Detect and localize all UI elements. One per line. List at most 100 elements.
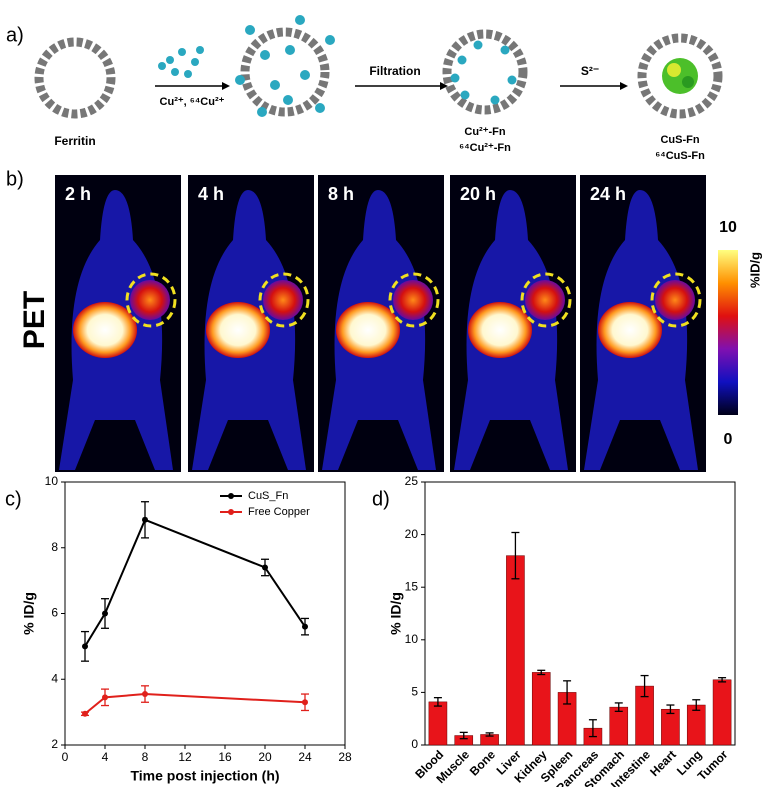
x-tick-label: Bone (467, 747, 498, 778)
arrow-head (440, 82, 448, 90)
tumor-signal (393, 280, 433, 320)
y-tick-label: 2 (51, 737, 58, 751)
y-tick-label: 10 (405, 632, 419, 646)
tumor-outline (125, 272, 177, 328)
point (82, 643, 88, 650)
caption: Cu²⁺, ⁶⁴Cu²⁺ (160, 96, 225, 108)
x-tick-label: 12 (178, 750, 192, 764)
tumor-outline (520, 272, 572, 328)
bar (661, 708, 680, 746)
bar (506, 555, 525, 746)
liver-signal (73, 302, 137, 358)
point (262, 564, 268, 571)
x-tick-label: 24 (298, 750, 312, 764)
colorbar-tick: 0 (724, 431, 733, 448)
x-tick-label: 20 (258, 750, 272, 764)
bar (686, 704, 706, 746)
panel-label: d) (372, 488, 390, 510)
arrow-head (620, 82, 628, 90)
x-tick-label: 28 (338, 750, 352, 764)
plot-frame (424, 481, 736, 746)
caption: ⁶⁴CuS-Fn (655, 150, 705, 162)
ferritin-loaded (235, 15, 335, 117)
point (142, 516, 148, 523)
tumor-outline (388, 272, 440, 328)
time-label: 20 h (460, 184, 496, 204)
tumor-outline (258, 272, 310, 328)
x-tick-label: 4 (102, 750, 109, 764)
x-tick-label: 0 (62, 750, 69, 764)
x-tick-label: Heart (647, 747, 679, 779)
colorbar-tick: 10 (719, 219, 737, 236)
point (102, 610, 108, 617)
x-axis-label: Time post injection (h) (130, 768, 279, 784)
panel-label: b) (6, 168, 24, 190)
time-label: 2 h (65, 184, 91, 204)
caption: S²⁻ (581, 64, 599, 78)
panel-label: c) (5, 488, 22, 510)
y-tick-label: 25 (405, 474, 419, 488)
legend-marker (228, 493, 234, 499)
bar (712, 679, 732, 746)
pet-image: 20 h (450, 175, 576, 472)
arrow-head (222, 82, 230, 90)
caption: Ferritin (54, 134, 95, 148)
point (142, 691, 148, 698)
legend-label: Free Copper (248, 506, 310, 518)
point (302, 699, 308, 706)
colorbar (718, 250, 738, 415)
y-tick-label: 8 (51, 540, 58, 554)
bar (609, 706, 629, 746)
bar (428, 701, 448, 746)
y-tick-label: 20 (405, 527, 419, 541)
pet-image: 8 h (318, 175, 444, 472)
caption: CuS-Fn (660, 134, 699, 146)
liver-signal (336, 302, 400, 358)
pet-image: 4 h (188, 175, 314, 472)
modality: PET (18, 291, 51, 349)
caption: ⁶⁴Cu²⁺-Fn (459, 142, 511, 154)
pet-image: 24 h (580, 175, 706, 472)
tumor-signal (655, 280, 695, 320)
time-label: 24 h (590, 184, 626, 204)
y-tick-label: 4 (51, 671, 58, 685)
tumor-signal (525, 280, 565, 320)
legend-marker (228, 509, 234, 515)
x-tick-label: 8 (142, 750, 149, 764)
ferritin-cus (637, 33, 723, 119)
y-axis-label: % ID/g (388, 592, 404, 635)
pet-image: 2 h (55, 175, 181, 472)
ions-dots (158, 46, 204, 78)
ferritin-filtered (442, 29, 528, 115)
y-tick-label: 0 (411, 737, 418, 751)
series-line (84, 693, 306, 715)
time-label: 4 h (198, 184, 224, 204)
point (102, 694, 108, 701)
pet-images: 2 h 4 h 8 h 20 h 24 h (55, 175, 706, 472)
colorbar-label: %ID/g (747, 252, 762, 288)
point (82, 710, 88, 717)
panel-label: a) (6, 24, 24, 46)
y-tick-label: 6 (51, 606, 58, 620)
ferritin-cage (34, 37, 116, 119)
liver-signal (206, 302, 270, 358)
y-axis-label: % ID/g (21, 592, 37, 635)
legend-label: CuS_Fn (248, 490, 288, 502)
point (302, 623, 308, 630)
y-tick-label: 10 (45, 474, 59, 488)
x-tick-label: Tumor (695, 747, 731, 783)
tumor-signal (263, 280, 303, 320)
y-tick-label: 15 (405, 579, 419, 593)
liver-signal (598, 302, 662, 358)
time-label: 8 h (328, 184, 354, 204)
caption: Cu²⁺-Fn (464, 126, 506, 138)
bar (531, 672, 551, 746)
y-tick-label: 5 (411, 685, 418, 699)
liver-signal (468, 302, 532, 358)
tumor-outline (650, 272, 702, 328)
x-tick-label: 16 (218, 750, 232, 764)
caption: Filtration (369, 64, 420, 78)
